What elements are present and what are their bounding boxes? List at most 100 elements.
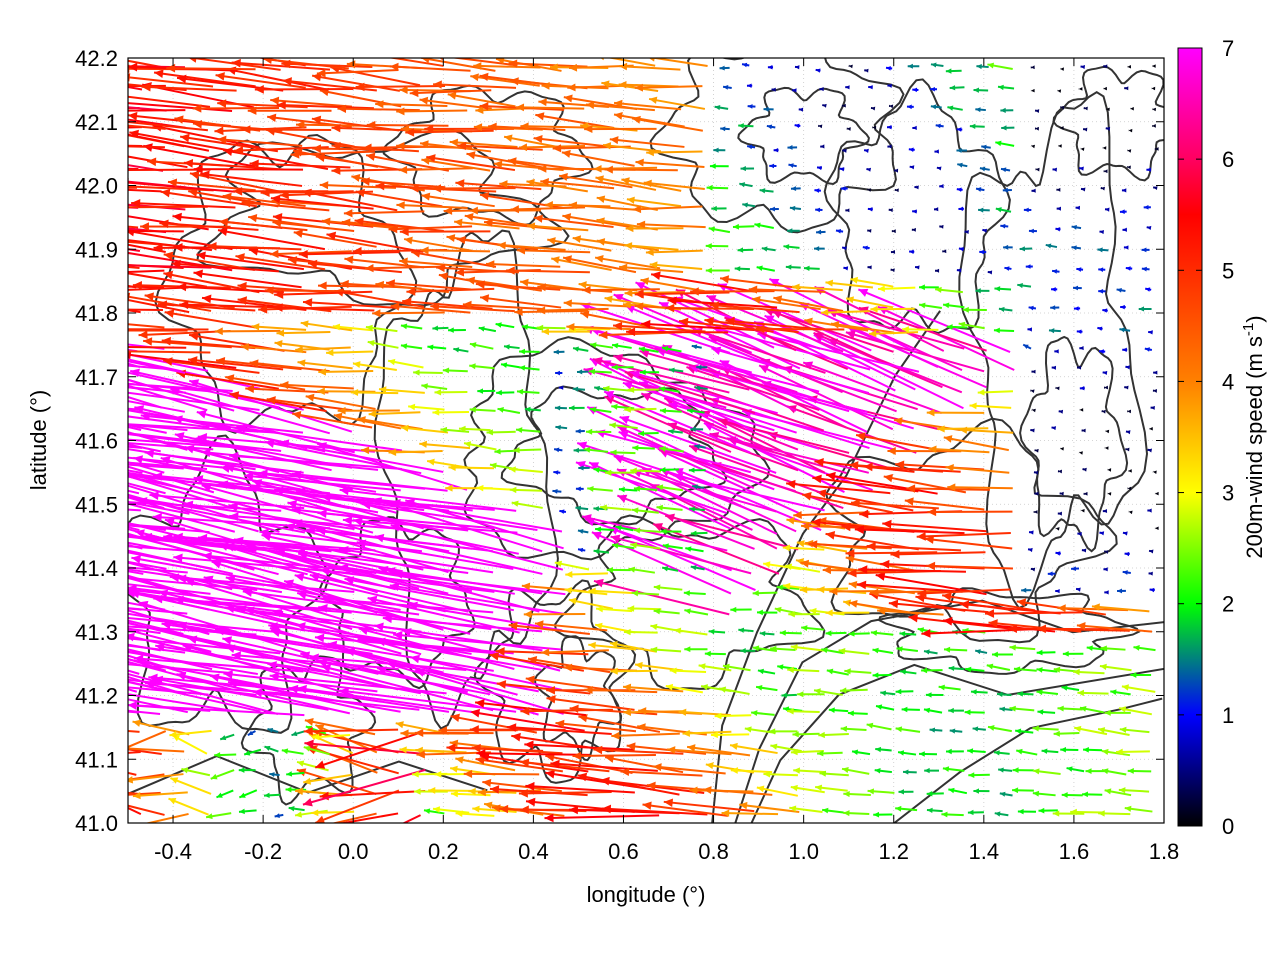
wind-vector <box>300 321 353 332</box>
wind-vector-head <box>390 302 400 311</box>
wind-vector-head <box>593 467 600 473</box>
wind-vector-head <box>109 91 118 100</box>
colorbar-tick-label: 5 <box>1222 258 1234 283</box>
wind-vector-head <box>638 707 647 715</box>
wind-vector-head <box>56 395 66 404</box>
wind-vector-head <box>545 753 555 762</box>
wind-vector-head <box>214 327 223 336</box>
wind-vector-head <box>755 324 765 334</box>
wind-vector-head <box>3 571 12 580</box>
wind-vector-head <box>648 58 655 62</box>
wind-vector-head <box>843 599 852 607</box>
wind-vector-head <box>130 368 140 378</box>
wind-vector-head <box>1101 768 1109 775</box>
wind-vector-head <box>941 811 948 818</box>
wind-vector-head <box>752 645 760 652</box>
wind-vector-head <box>907 63 913 69</box>
wind-vector-head <box>979 249 985 255</box>
wind-vector-head <box>1154 526 1159 531</box>
y-axis-ticks: 41.041.141.241.341.441.541.641.741.841.9… <box>75 46 1164 836</box>
wind-vector-head <box>544 201 553 209</box>
wind-vector <box>279 383 354 390</box>
wind-vector-head <box>400 729 409 738</box>
wind-vector <box>555 721 637 733</box>
wind-vector-head <box>1031 408 1036 413</box>
wind-vector-head <box>842 246 847 251</box>
wind-vector-head <box>238 767 245 773</box>
wind-vector-head <box>450 765 458 773</box>
wind-vector-head <box>419 440 428 448</box>
wind-vector-head <box>1057 604 1066 613</box>
wind-vector <box>387 58 444 67</box>
wind-vector-head <box>781 692 788 698</box>
wind-vector <box>364 265 446 270</box>
wind-vector-head <box>1127 64 1132 69</box>
wind-vector-head <box>52 183 61 192</box>
wind-vector <box>590 327 753 374</box>
wind-vector-head <box>258 469 268 479</box>
wind-vector <box>128 791 161 796</box>
wind-vector-head <box>902 326 909 333</box>
wind-vector-head <box>266 396 276 405</box>
wind-vector <box>525 784 635 794</box>
wind-vector-head <box>704 650 711 657</box>
wind-vector-head <box>88 77 97 86</box>
wind-vector <box>128 489 140 495</box>
wind-vector-head <box>368 410 377 418</box>
wind-vector-head <box>222 636 233 645</box>
wind-vector-head <box>1029 530 1034 535</box>
wind-vector-head <box>596 238 606 246</box>
wind-vector-head <box>1100 645 1107 652</box>
wind-vector-head <box>830 320 840 329</box>
wind-vector-head <box>446 234 456 242</box>
wind-vector-head <box>1152 388 1158 393</box>
wind-vector-head <box>340 279 349 289</box>
wind-vector <box>945 466 1010 474</box>
wind-vector-head <box>533 135 543 144</box>
terrain-contour <box>1052 65 1164 182</box>
wind-vector-head <box>274 340 283 348</box>
y-axis-label: latitude (°) <box>26 390 51 491</box>
wind-vector-head <box>826 471 836 481</box>
wind-vector-head <box>864 68 869 73</box>
wind-vector-head <box>956 127 962 132</box>
wind-vector-head <box>1122 227 1127 232</box>
wind-vector-head <box>128 178 129 187</box>
wind-vector-head <box>718 418 729 427</box>
wind-vector-head <box>623 683 632 692</box>
wind-vector-head <box>1099 349 1104 354</box>
wind-vector-head <box>1141 266 1147 272</box>
wind-vector-head <box>264 745 271 751</box>
wind-vector-head <box>1034 126 1039 131</box>
wind-vector-head <box>887 83 892 88</box>
wind-vector-head <box>578 281 587 289</box>
wind-vector-head <box>342 516 353 525</box>
wind-vector-head <box>792 731 799 738</box>
wind-vector <box>601 807 708 816</box>
wind-vector-head <box>979 166 986 172</box>
wind-vector <box>802 361 942 415</box>
wind-vector-head <box>770 743 778 750</box>
wind-vector-head <box>1085 768 1092 775</box>
wind-vector-head <box>858 288 869 297</box>
wind-vector <box>270 99 353 108</box>
wind-vector-head <box>332 323 341 331</box>
wind-vector-head <box>427 344 434 350</box>
wind-vector <box>128 407 139 411</box>
wind-vector-head <box>651 271 661 280</box>
wind-vector <box>533 216 614 228</box>
wind-vector <box>411 250 497 268</box>
wind-vector-head <box>635 282 646 291</box>
wind-vector <box>464 214 539 228</box>
wind-vector-head <box>16 620 26 628</box>
wind-vector-head <box>247 730 254 736</box>
wind-vector-head <box>453 347 460 353</box>
wind-vector-head <box>440 426 448 434</box>
wind-vector-head <box>615 525 622 531</box>
wind-vector-head <box>583 446 591 453</box>
wind-vector <box>128 124 166 130</box>
wind-vector-head <box>927 507 937 517</box>
wind-vector-head <box>734 266 741 272</box>
wind-vector-head <box>875 746 882 753</box>
wind-vector <box>200 172 303 187</box>
